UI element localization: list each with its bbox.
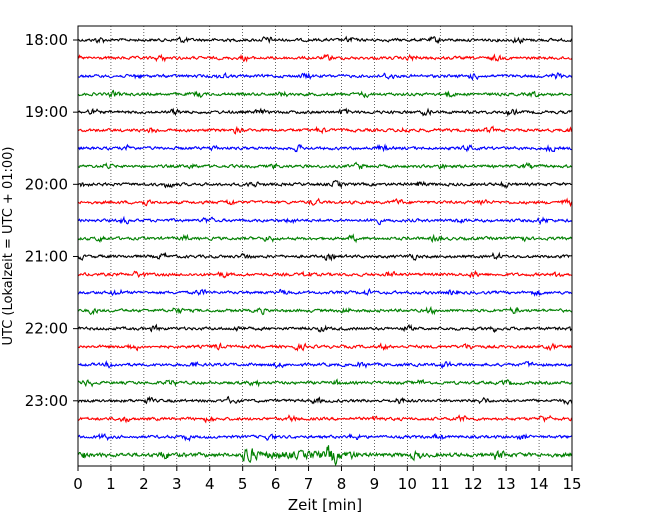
seismogram-trace [77,107,573,117]
seismogram-trace [77,89,573,99]
seismogram-trace [77,233,573,244]
seismogram-trace [77,378,573,388]
seismogram-trace [77,414,573,424]
seismogram-trace [77,251,573,262]
x-tick-label: 10 [398,475,417,493]
seismogram-trace [77,305,573,316]
seismogram-trace [77,432,573,442]
x-tick-label: 0 [73,475,83,493]
seismogram-trace [77,359,573,370]
x-tick-label: 14 [530,475,549,493]
seismogram-trace [77,287,573,297]
x-tick-label: 11 [431,475,450,493]
x-axis-label: Zeit [min] [288,496,362,514]
x-tick-label: 7 [304,475,314,493]
x-tick-label: 1 [106,475,116,493]
x-tick-label: 9 [370,475,380,493]
seismogram-trace [77,71,573,82]
seismogram-trace [77,143,573,153]
x-tick-label: 13 [497,475,516,493]
x-tick-label: 8 [337,475,347,493]
y-tick-label: 23:00 [25,392,68,410]
seismogram-trace [77,395,573,406]
y-tick-label: 22:00 [25,320,68,338]
seismogram-traces [77,35,573,467]
y-tick-label: 19:00 [25,103,68,121]
y-tick-label: 18:00 [25,31,68,49]
seismogram-trace [77,179,573,189]
grid-lines [110,26,540,466]
seismogram-trace [77,215,573,226]
x-tick-label: 4 [205,475,215,493]
seismogram-trace [77,125,573,135]
seismogram-trace [77,53,573,63]
x-tick-label: 3 [172,475,182,493]
seismogram-trace [77,342,573,352]
x-tick-label: 6 [271,475,281,493]
y-axis-label: UTC (Lokalzeit = UTC + 01:00) [1,147,16,346]
x-tick-label: 15 [562,475,581,493]
x-tick-label: 5 [238,475,248,493]
x-tick-label: 2 [139,475,149,493]
y-axis-ticks: 18:00 19:00 20:00 21:00 22:00 23:00 [25,31,78,410]
seismogram-trace [77,197,573,208]
plot-background [78,26,572,466]
seismogram-trace [77,161,573,171]
seismogram-trace [77,269,573,279]
seismogram-trace [77,35,573,45]
plot-frame [77,25,573,467]
x-axis-ticks: 0 1 2 3 4 5 6 7 8 9 10 11 12 13 14 15 [73,466,582,493]
x-tick-label: 12 [464,475,483,493]
y-tick-label: 21:00 [25,247,68,265]
y-tick-label: 20:00 [25,175,68,193]
seismogram-trace [77,323,573,333]
seismogram-trace [77,445,573,467]
